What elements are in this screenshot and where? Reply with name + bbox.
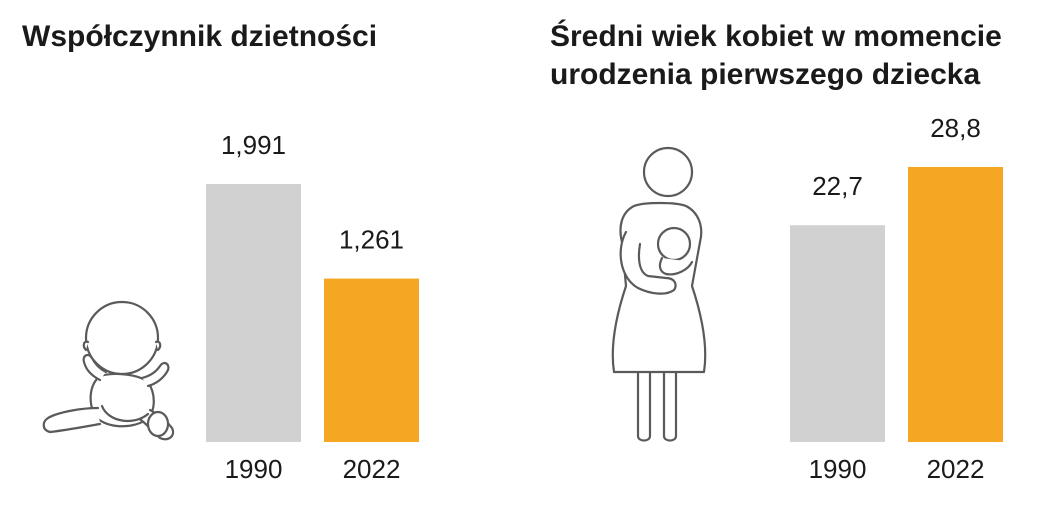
baby-icon — [42, 300, 175, 441]
chart-2-title-line-1: Średni wiek kobiet w momencie — [550, 20, 1002, 53]
chart-1-category-label-2022: 2022 — [343, 454, 401, 484]
chart-2-value-label-2022: 28,8 — [930, 113, 981, 143]
chart-1-title: Współczynnik dzietności — [22, 20, 378, 53]
chart-1-bar-1990 — [206, 183, 301, 442]
chart-2-title-line-2: urodzenia pierwszego dziecka — [550, 58, 981, 91]
chart-2-title: Średni wiek kobiet w momencie urodzenia … — [550, 18, 1002, 94]
mother-with-baby-icon — [611, 146, 707, 442]
chart-2-bar-1990 — [790, 225, 885, 442]
chart-2-value-label-1990: 22,7 — [812, 171, 863, 201]
chart-1-bar-2022 — [324, 278, 419, 442]
chart-2-category-label-2022: 2022 — [927, 454, 985, 484]
chart-1-category-label-1990: 1990 — [225, 454, 283, 484]
chart-1-value-label-2022: 1,261 — [339, 225, 404, 255]
chart-2-bar-2022 — [908, 166, 1003, 442]
chart-2-category-label-1990: 1990 — [809, 454, 867, 484]
chart-1-value-label-1990: 1,991 — [221, 130, 286, 160]
